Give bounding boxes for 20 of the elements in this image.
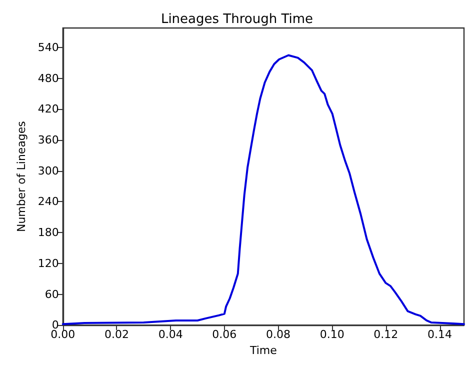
y-tick-label: 420 [38, 102, 59, 116]
y-axis-title: Number of Lineages [15, 120, 28, 232]
x-tick-label: 0.10 [320, 328, 344, 342]
y-tick-label: 240 [38, 195, 59, 208]
x-tick-label: 0.08 [266, 328, 291, 342]
x-tick-label: 0.14 [428, 328, 452, 342]
y-tick-label: 180 [38, 226, 59, 240]
y-tick-label: 300 [38, 164, 59, 178]
x-tick-label: 0.02 [104, 328, 129, 342]
x-tick-label: 0.04 [158, 328, 183, 342]
x-axis-title: Time [248, 344, 278, 357]
y-tick-label: 540 [38, 41, 59, 54]
y-tick-label: 120 [38, 256, 59, 270]
y-tick-label: 360 [38, 134, 59, 147]
x-tick-label: 0.00 [50, 328, 76, 342]
x-tick-label: 0.12 [374, 328, 398, 342]
y-tick-label: 480 [38, 72, 59, 85]
x-tick-label: 0.06 [212, 328, 237, 342]
chart-title: Lineages Through Time [160, 12, 314, 27]
y-tick-label: 60 [44, 288, 59, 301]
